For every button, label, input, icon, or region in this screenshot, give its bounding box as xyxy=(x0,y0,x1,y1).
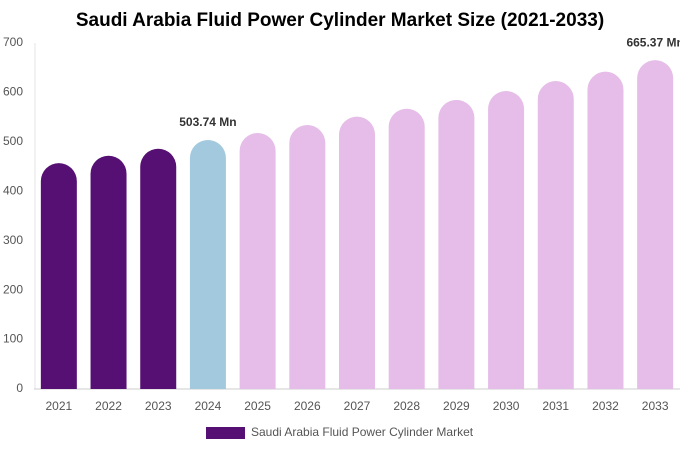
bar xyxy=(289,125,326,389)
y-tick-label: 400 xyxy=(3,183,23,197)
bar xyxy=(637,60,674,389)
x-tick-label: 2028 xyxy=(393,399,420,413)
bar xyxy=(388,108,425,390)
bar xyxy=(40,163,77,389)
y-tick-label: 300 xyxy=(3,233,23,247)
x-tick-label: 2024 xyxy=(195,399,222,413)
x-tick-label: 2029 xyxy=(443,399,470,413)
x-tick-label: 2031 xyxy=(542,399,569,413)
y-tick-label: 0 xyxy=(16,381,23,395)
x-tick-label: 2030 xyxy=(493,399,520,413)
x-tick-label: 2022 xyxy=(95,399,122,413)
x-tick-label: 2033 xyxy=(642,399,669,413)
bar xyxy=(537,81,574,389)
bar xyxy=(438,99,475,389)
bar xyxy=(587,71,624,389)
y-tick-label: 700 xyxy=(3,35,23,49)
bar xyxy=(90,155,127,389)
chart-title: Saudi Arabia Fluid Power Cylinder Market… xyxy=(76,10,604,31)
x-tick-label: 2023 xyxy=(145,399,172,413)
x-tick-label: 2032 xyxy=(592,399,619,413)
bar xyxy=(189,140,226,389)
y-tick-label: 200 xyxy=(3,282,23,296)
y-tick-label: 600 xyxy=(3,85,23,99)
data-label: 665.37 Mn xyxy=(626,35,680,49)
bar xyxy=(488,90,525,389)
bar xyxy=(239,132,276,389)
bar xyxy=(339,116,375,390)
x-tick-label: 2026 xyxy=(294,399,321,413)
legend-label: Saudi Arabia Fluid Power Cylinder Market xyxy=(251,425,474,439)
x-tick-label: 2025 xyxy=(244,399,271,413)
y-tick-label: 100 xyxy=(3,332,23,346)
x-tick-label: 2021 xyxy=(45,399,72,413)
x-tick-label: 2027 xyxy=(344,399,371,413)
y-tick-label: 500 xyxy=(3,134,23,148)
data-label: 503.74 Mn xyxy=(179,115,236,129)
bar xyxy=(140,148,177,389)
legend-swatch xyxy=(206,427,245,439)
